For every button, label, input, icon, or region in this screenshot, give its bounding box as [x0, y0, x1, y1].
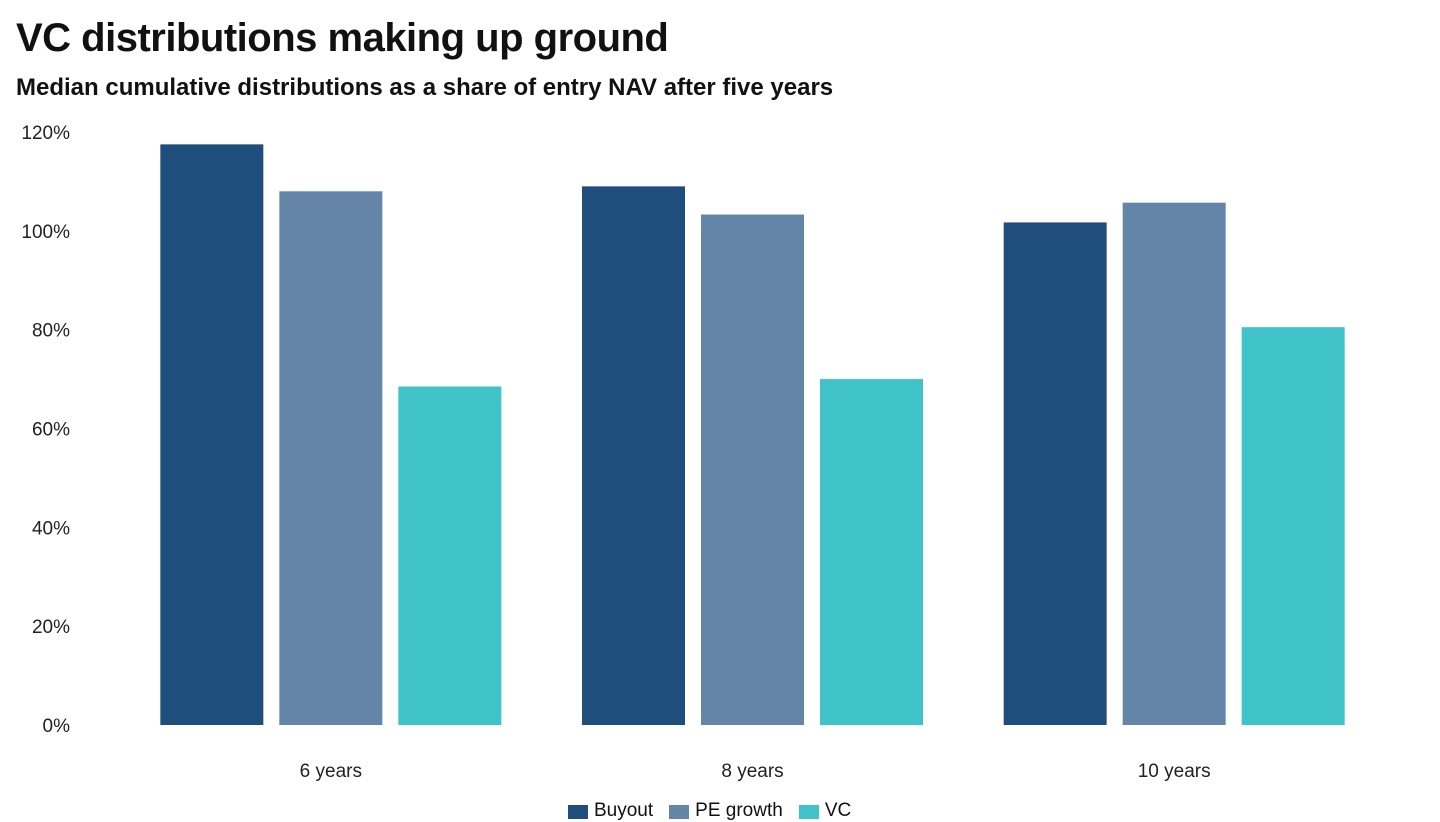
bar-pe-growth-8-years — [701, 214, 804, 726]
legend-swatch — [568, 805, 588, 819]
y-tick-label: 80% — [32, 321, 70, 342]
y-tick-label: 0% — [43, 716, 71, 737]
legend-label: PE growth — [695, 800, 783, 821]
y-tick-label: 100% — [21, 222, 70, 243]
legend-item: PE growth — [669, 800, 783, 822]
bar-vc-8-years — [820, 379, 923, 725]
chart-title: VC distributions making up ground — [16, 16, 669, 60]
bar-vc-10-years — [1241, 327, 1345, 725]
chart-subtitle: Median cumulative distributions as a sha… — [16, 74, 834, 101]
y-tick-label: 20% — [32, 617, 70, 638]
y-tick-label: 40% — [32, 518, 70, 539]
y-tick-label: 60% — [32, 420, 70, 441]
bar-buyout-10-years — [1003, 222, 1107, 725]
bar-pe-growth-6-years — [279, 191, 383, 726]
bar-vc-6-years — [398, 386, 502, 725]
x-category-label: 8 years — [721, 761, 783, 782]
legend-swatch — [669, 805, 690, 819]
bars-group — [160, 144, 1345, 726]
bar-pe-growth-10-years — [1122, 202, 1226, 725]
x-category-label: 6 years — [300, 761, 362, 782]
y-axis: 0% 20% 40% 60% 80% 100% 120% — [21, 123, 70, 737]
y-tick-label: 120% — [21, 123, 70, 144]
bar-buyout-6-years — [160, 144, 264, 725]
legend-item: VC — [798, 800, 852, 822]
legend: Buyout PE growth VC — [568, 800, 851, 822]
x-category-label: 10 years — [1138, 761, 1211, 782]
x-axis: 6 years 8 years 10 years — [300, 761, 1211, 782]
legend-item: Buyout — [568, 800, 653, 822]
legend-label: Buyout — [594, 800, 654, 821]
bar-buyout-8-years — [582, 186, 685, 725]
legend-label: VC — [824, 800, 852, 821]
legend-swatch — [798, 805, 819, 819]
